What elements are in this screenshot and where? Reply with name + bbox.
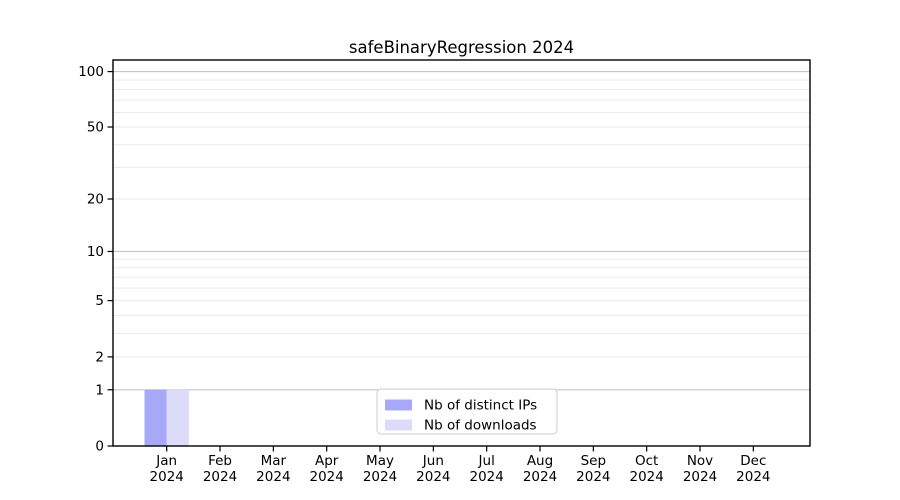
legend-box bbox=[376, 388, 558, 435]
x-tick-year-dec: 2024 bbox=[736, 469, 770, 485]
x-tick-label-nov: Nov bbox=[687, 453, 713, 469]
y-tick-label-1: 1 bbox=[95, 382, 104, 398]
x-tick-year-nov: 2024 bbox=[683, 469, 717, 485]
legend-swatch-nb-of-downloads bbox=[385, 419, 412, 431]
x-tick-label-oct: Oct bbox=[635, 453, 658, 469]
x-tick-year-jan: 2024 bbox=[150, 469, 184, 485]
y-tick-label-100: 100 bbox=[78, 64, 104, 80]
bar-nb-of-downloads-jan bbox=[166, 389, 189, 446]
x-tick-label-dec: Dec bbox=[740, 453, 766, 469]
x-tick-year-feb: 2024 bbox=[203, 469, 237, 485]
chart-title: safeBinaryRegression 2024 bbox=[349, 38, 574, 57]
x-tick-year-jul: 2024 bbox=[470, 469, 504, 485]
y-tick-label-50: 50 bbox=[87, 120, 104, 136]
legend-label-nb-of-distinct-ips: Nb of distinct IPs bbox=[424, 398, 537, 414]
plot-border bbox=[112, 59, 811, 447]
x-tick-label-aug: Aug bbox=[527, 453, 553, 469]
x-tick-year-jun: 2024 bbox=[416, 469, 450, 485]
legend-swatch-nb-of-distinct-ips bbox=[385, 399, 412, 411]
x-tick-label-feb: Feb bbox=[208, 453, 232, 469]
x-tick-label-may: May bbox=[366, 453, 394, 469]
y-tick-label-2: 2 bbox=[95, 349, 104, 365]
x-tick-year-sep: 2024 bbox=[576, 469, 610, 485]
x-tick-label-apr: Apr bbox=[315, 453, 339, 469]
x-tick-label-jul: Jul bbox=[478, 453, 495, 469]
x-tick-label-sep: Sep bbox=[581, 453, 606, 469]
x-tick-year-may: 2024 bbox=[363, 469, 397, 485]
y-tick-label-20: 20 bbox=[87, 192, 104, 208]
x-tick-year-aug: 2024 bbox=[523, 469, 557, 485]
x-tick-year-apr: 2024 bbox=[310, 469, 344, 485]
x-tick-label-jan: Jan bbox=[155, 453, 177, 469]
y-tick-label-10: 10 bbox=[87, 244, 104, 260]
x-tick-year-mar: 2024 bbox=[256, 469, 290, 485]
y-tick-label-5: 5 bbox=[95, 293, 104, 309]
bar-nb-of-distinct-ips-jan bbox=[144, 389, 167, 446]
x-tick-year-oct: 2024 bbox=[629, 469, 663, 485]
x-tick-label-mar: Mar bbox=[261, 453, 287, 469]
y-tick-label-0: 0 bbox=[95, 439, 104, 455]
legend-label-nb-of-downloads: Nb of downloads bbox=[424, 418, 537, 434]
x-tick-label-jun: Jun bbox=[422, 453, 444, 469]
